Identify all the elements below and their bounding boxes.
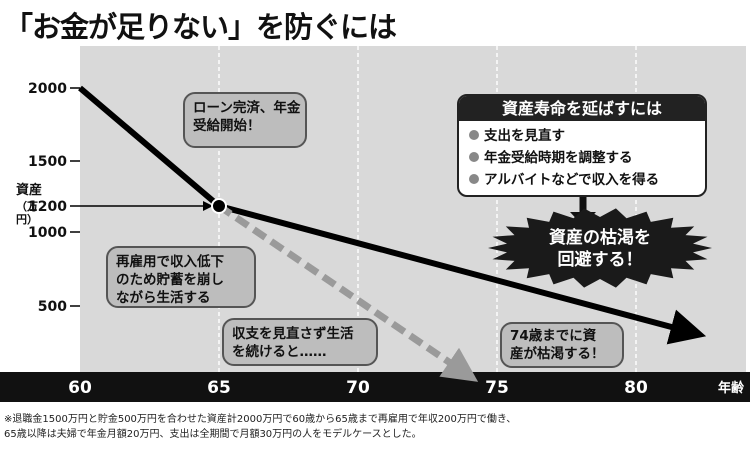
y-tick-label: 1500 <box>28 154 67 170</box>
starburst <box>488 208 712 288</box>
tips-box: 資産寿命を延ばすには 支出を見直す 年金受給時期を調整する アルバイトなどで収入… <box>457 94 707 197</box>
annotation-depleted: 74歳までに資 産が枯渇する！ <box>500 322 624 368</box>
annotation-continue: 収支を見直さず生活 を続けると…… <box>222 318 378 366</box>
y-tick-label: 2000 <box>28 81 67 97</box>
x-tick-label: 75 <box>485 378 509 398</box>
tips-title: 資産寿命を延ばすには <box>459 96 705 121</box>
x-tick-label: 80 <box>624 378 648 398</box>
x-tick-label: 60 <box>68 378 92 398</box>
burst-label: 資産の枯渇を 回避する！ <box>549 228 651 270</box>
y-tick-label: 1000 <box>28 225 67 241</box>
tips-item: 年金受給時期を調整する <box>469 147 705 169</box>
y-tick-label: 500 <box>38 299 67 315</box>
series-lines <box>78 85 707 382</box>
marker-point <box>211 198 227 214</box>
annotation-loan: ローン完済、年金 受給開始！ <box>183 92 307 148</box>
x-axis-bar <box>0 372 750 402</box>
tips-list: 支出を見直す 年金受給時期を調整する アルバイトなどで収入を得る <box>459 125 705 191</box>
y-axis: 500 1000 1200 1500 2000 <box>28 81 80 315</box>
x-axis: 60 65 70 75 80 年齢 <box>68 378 745 398</box>
y-tick-label: 1200 <box>28 199 67 215</box>
series-line-dashed <box>217 203 479 382</box>
y-axis-label: 資産 <box>16 183 43 198</box>
annotation-reemploy: 再雇用で収入低下 のため貯蓄を崩し ながら生活する <box>106 246 256 308</box>
footnote: ※退職金1500万円と貯金500万円を合わせた資産計2000万円で60歳から65… <box>4 414 517 440</box>
y-axis-unit: （万円） <box>16 200 38 226</box>
tips-item: 支出を見直す <box>469 125 705 147</box>
burst-shape <box>488 197 712 288</box>
page-title: 「お金が足りない」を防ぐには <box>4 10 397 44</box>
bullet-icon <box>469 152 479 162</box>
bullet-icon <box>469 174 479 184</box>
x-tick-label: 70 <box>346 378 370 398</box>
tips-item: アルバイトなどで収入を得る <box>469 169 705 191</box>
x-tick-label: 65 <box>207 378 231 398</box>
bullet-icon <box>469 130 479 140</box>
x-axis-label: 年齢 <box>718 380 745 396</box>
